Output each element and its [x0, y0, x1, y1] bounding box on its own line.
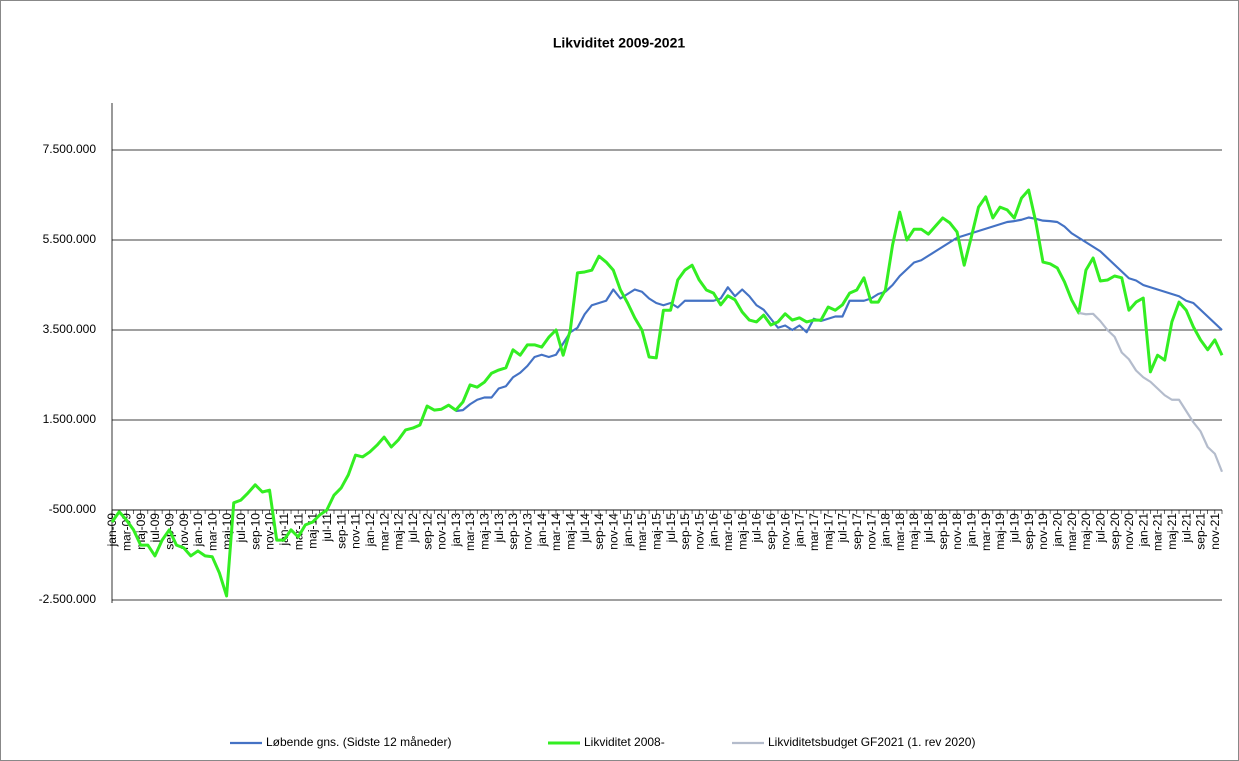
x-tick-label: nov-20: [1122, 513, 1136, 550]
x-tick-label: sep-13: [506, 513, 520, 550]
x-tick-label: jul-16: [750, 513, 764, 544]
x-tick-label: nov-11: [349, 513, 363, 549]
x-tick-label: maj-19: [993, 513, 1007, 550]
x-tick-label: jul-18: [922, 513, 936, 544]
x-tick-label: jul-20: [1093, 513, 1107, 544]
x-tick-label: jul-13: [492, 513, 506, 544]
x-tick-label: jan-13: [449, 513, 463, 548]
x-tick-label: jan-10: [191, 513, 205, 548]
x-tick-label: jul-09: [148, 513, 162, 544]
x-tick-label: mar-12: [377, 513, 391, 551]
x-tick-label: mar-11: [291, 513, 305, 550]
x-tick-label: mar-09: [119, 513, 133, 551]
x-tick-label: maj-11: [306, 513, 320, 549]
x-tick-label: sep-20: [1108, 513, 1122, 550]
x-tick-label: maj-12: [392, 513, 406, 550]
x-tick-label: nov-19: [1036, 513, 1050, 550]
x-tick-label: mar-14: [549, 513, 563, 551]
x-tick-label: mar-10: [205, 513, 219, 551]
x-tick-label: sep-21: [1194, 513, 1208, 550]
series-line: [455, 216, 1223, 413]
x-tick-label: jul-11: [320, 513, 334, 543]
legend-label: Løbende gns. (Sidste 12 måneder): [266, 735, 451, 749]
x-tick-label: mar-18: [893, 513, 907, 551]
x-tick-label: mar-17: [807, 513, 821, 551]
x-tick-label: nov-13: [521, 513, 535, 550]
x-tick-label: maj-16: [735, 513, 749, 550]
x-tick-label: nov-17: [864, 513, 878, 550]
x-tick-label: jul-10: [234, 513, 248, 544]
x-tick-label: sep-15: [678, 513, 692, 550]
x-tick-label: mar-19: [979, 513, 993, 551]
x-tick-label: jul-21: [1179, 513, 1193, 544]
x-tick-label: mar-15: [635, 513, 649, 551]
x-tick-label: nov-14: [606, 513, 620, 550]
x-tick-label: sep-11: [334, 513, 348, 549]
x-tick-label: sep-17: [850, 513, 864, 550]
x-tick-label: sep-19: [1022, 513, 1036, 550]
x-tick-label: nov-18: [950, 513, 964, 550]
x-tick-label: jul-14: [578, 513, 592, 544]
x-tick-label: nov-15: [692, 513, 706, 550]
x-tick-label: sep-18: [936, 513, 950, 550]
x-tick-label: maj-14: [563, 513, 577, 550]
x-tick-label: jan-16: [707, 513, 721, 548]
x-tick-label: mar-21: [1151, 513, 1165, 551]
x-tick-label: mar-13: [463, 513, 477, 551]
x-tick-label: jul-17: [836, 513, 850, 544]
x-tick-label: maj-18: [907, 513, 921, 550]
x-tick-label: jan-19: [965, 513, 979, 548]
x-tick-label: nov-09: [177, 513, 191, 550]
x-tick-label: jan-17: [793, 513, 807, 548]
x-tick-label: jul-15: [664, 513, 678, 544]
x-tick-label: maj-15: [649, 513, 663, 550]
x-tick-label: sep-12: [420, 513, 434, 550]
y-tick-label: -2.500.000: [39, 592, 97, 606]
y-tick-label: 1.500.000: [43, 412, 97, 426]
x-tick-label: jan-21: [1136, 513, 1150, 548]
x-tick-label: sep-16: [764, 513, 778, 550]
x-tick-label: sep-10: [248, 513, 262, 550]
x-tick-label: nov-12: [435, 513, 449, 550]
x-tick-label: maj-17: [821, 513, 835, 550]
x-tick-label: maj-20: [1079, 513, 1093, 550]
x-tick-label: jul-19: [1007, 513, 1021, 544]
legend-label: Likviditetsbudget GF2021 (1. rev 2020): [768, 735, 975, 749]
x-tick-label: jan-15: [621, 513, 635, 548]
y-tick-label: -500.000: [49, 502, 97, 516]
x-tick-label: sep-14: [592, 513, 606, 550]
series-line: [110, 188, 1224, 598]
chart-title: Likviditet 2009-2021: [553, 35, 686, 51]
x-tick-label: jan-11: [277, 513, 291, 547]
x-tick-label: jan-09: [105, 513, 119, 548]
x-tick-label: nov-21: [1208, 513, 1222, 550]
y-tick-label: 7.500.000: [43, 142, 97, 156]
x-tick-label: maj-21: [1165, 513, 1179, 550]
x-tick-label: nov-16: [778, 513, 792, 550]
x-tick-label: jan-20: [1050, 513, 1064, 548]
legend-label: Likviditet 2008-: [584, 735, 665, 749]
y-tick-label: 5.500.000: [43, 232, 97, 246]
x-tick-label: mar-16: [721, 513, 735, 551]
x-tick-label: mar-20: [1065, 513, 1079, 551]
x-tick-label: jan-12: [363, 513, 377, 548]
x-tick-label: jan-18: [879, 513, 893, 548]
x-tick-label: jul-12: [406, 513, 420, 544]
x-tick-label: maj-13: [478, 513, 492, 550]
y-tick-label: 3.500.000: [43, 322, 97, 336]
x-tick-label: jan-14: [535, 513, 549, 548]
series-line: [1078, 311, 1224, 473]
